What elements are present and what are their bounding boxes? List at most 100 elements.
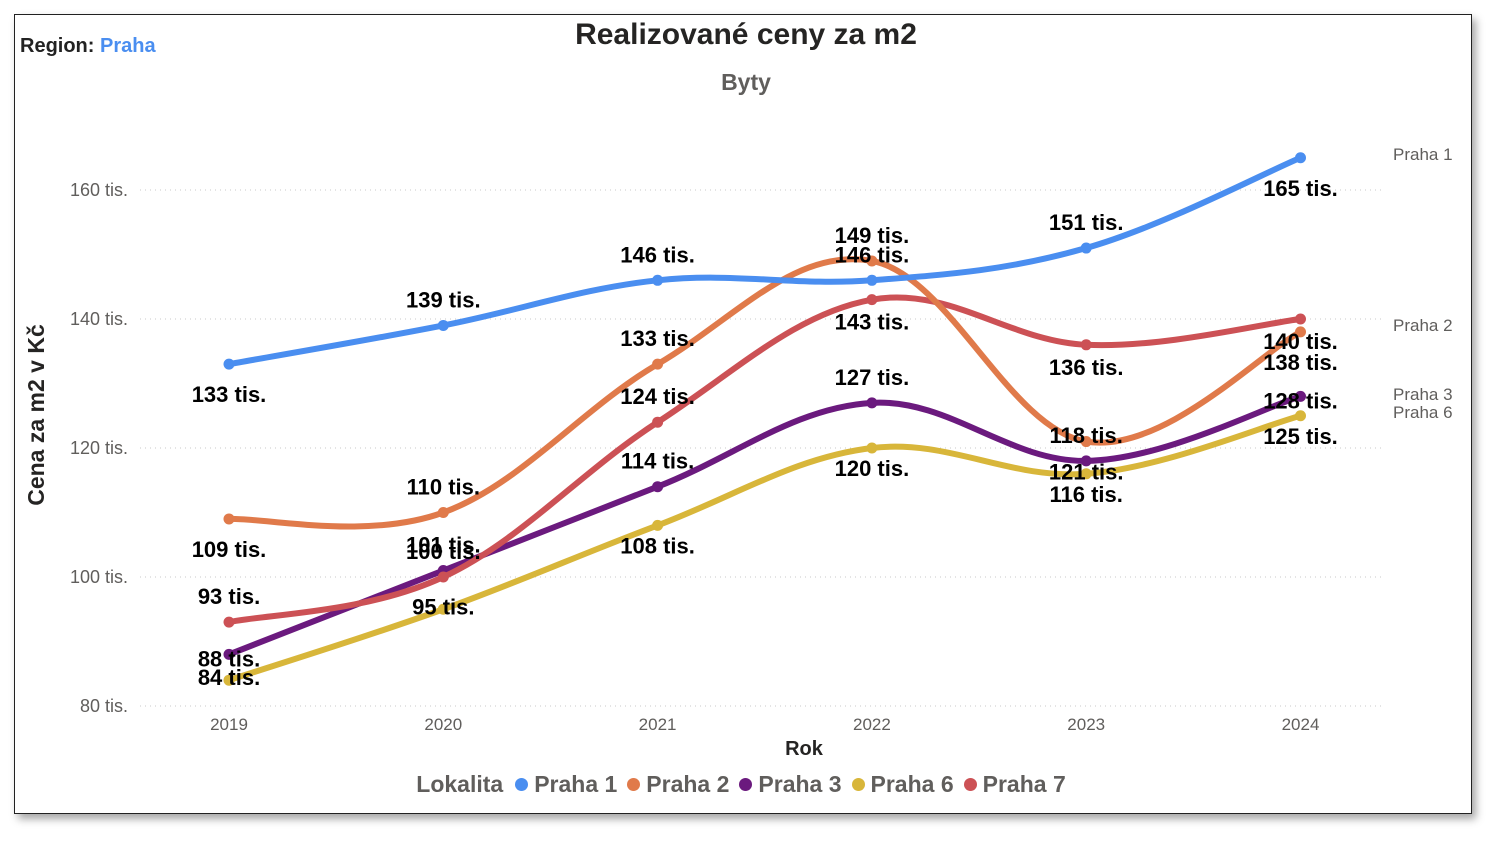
region-value[interactable]: Praha <box>100 35 156 57</box>
region-filter: Region: Praha <box>20 35 156 58</box>
data-label: 108 tis. <box>620 533 695 558</box>
legend-title: Lokalita <box>416 771 504 797</box>
data-point <box>866 294 878 306</box>
series-line-praha-6 <box>226 412 1304 684</box>
data-label: 116 tis. <box>1050 482 1123 507</box>
data-label: 165 tis. <box>1263 176 1338 201</box>
data-point <box>652 274 664 286</box>
data-label: 95 tis. <box>412 594 474 619</box>
data-point <box>1295 390 1306 402</box>
chart-subtitle: Byty <box>721 69 771 95</box>
data-point <box>437 507 449 518</box>
data-label: 109 tis. <box>192 537 267 562</box>
data-point <box>1295 152 1306 164</box>
data-point <box>223 616 235 628</box>
data-point <box>437 319 449 331</box>
data-point <box>652 416 664 428</box>
data-label: 118 tis. <box>1050 423 1123 448</box>
data-point <box>1295 313 1306 325</box>
data-point <box>223 513 235 525</box>
data-label: 133 tis. <box>192 382 267 407</box>
end-label: Praha 1 <box>1393 145 1453 164</box>
legend-label: Praha 7 <box>982 771 1066 797</box>
data-point <box>652 358 664 370</box>
data-label: 138 tis. <box>1263 350 1338 375</box>
data-point <box>1080 242 1092 254</box>
legend-item[interactable]: Praha 6 <box>851 771 954 798</box>
data-label: 149 tis. <box>835 223 910 248</box>
data-point <box>866 255 878 267</box>
data-label: 101 tis. <box>406 533 481 558</box>
chart-frame <box>14 14 1472 814</box>
data-label: 100 tis. <box>406 539 481 564</box>
data-label: 84 tis. <box>198 665 260 690</box>
data-label: 88 tis. <box>198 646 260 671</box>
legend-items: Praha 1 Praha 2 Praha 3 Praha 6 Praha 7 <box>515 771 1076 798</box>
data-point <box>866 442 878 454</box>
data-point <box>223 358 235 370</box>
chart-title: Realizované ceny za m2 <box>575 18 917 51</box>
legend-item[interactable]: Praha 3 <box>739 771 842 798</box>
x-axis-title: Rok <box>785 738 824 760</box>
data-label: 93 tis. <box>198 584 260 609</box>
legend-marker <box>515 778 529 791</box>
region-label: Region: <box>20 35 95 57</box>
data-point <box>437 603 449 615</box>
data-label: 143 tis. <box>835 310 910 335</box>
legend-label: Praha 1 <box>534 771 618 797</box>
data-point <box>1080 468 1092 480</box>
data-point <box>652 519 664 531</box>
x-tick-label: 2022 <box>853 715 891 734</box>
end-label: Praha 6 <box>1393 403 1453 422</box>
data-label: 125 tis. <box>1263 424 1338 449</box>
legend-item[interactable]: Praha 1 <box>515 771 617 798</box>
series-line-praha-7 <box>226 294 1304 626</box>
legend-label: Praha 3 <box>758 771 842 797</box>
data-label: 139 tis. <box>406 287 481 312</box>
data-label: 124 tis. <box>620 384 695 409</box>
series-line-praha-3 <box>226 393 1304 658</box>
data-label: 146 tis. <box>835 242 910 267</box>
data-label: 127 tis. <box>835 365 910 390</box>
data-label: 146 tis. <box>620 242 695 267</box>
x-tick-label: 2023 <box>1067 715 1105 734</box>
data-point <box>223 674 235 686</box>
legend-label: Praha 2 <box>646 771 730 797</box>
data-point <box>1295 410 1306 422</box>
y-tick-label: 120 tis. <box>70 438 128 458</box>
legend-item[interactable]: Praha 7 <box>963 771 1066 798</box>
data-point <box>437 571 449 583</box>
data-label: 121 tis. <box>1049 460 1124 485</box>
data-label: 151 tis. <box>1049 210 1124 235</box>
y-tick-label: 160 tis. <box>70 180 128 200</box>
x-tick-label: 2020 <box>424 715 462 734</box>
data-label: 140 tis. <box>1263 329 1338 354</box>
x-tick-label: 2019 <box>210 715 248 734</box>
data-point <box>1295 326 1306 338</box>
data-point <box>866 274 878 286</box>
data-point <box>866 397 878 409</box>
data-label: 120 tis. <box>835 456 910 481</box>
legend: Lokalita Praha 1 Praha 2 Praha 3 Praha 6 Pra… <box>0 771 1492 798</box>
legend-label: Praha 6 <box>870 771 954 797</box>
series-line-praha-1 <box>226 154 1304 368</box>
data-point <box>1080 455 1092 467</box>
data-label: 136 tis. <box>1049 355 1124 380</box>
data-label: 133 tis. <box>620 326 695 351</box>
y-tick-label: 100 tis. <box>70 567 128 587</box>
data-label: 110 tis. <box>407 475 480 500</box>
end-label: Praha 2 <box>1393 316 1453 335</box>
y-tick-label: 80 tis. <box>80 696 128 716</box>
end-label: Praha 3 <box>1393 385 1453 404</box>
legend-item[interactable]: Praha 2 <box>627 771 729 798</box>
y-tick-label: 140 tis. <box>70 309 128 329</box>
legend-marker <box>851 778 865 791</box>
data-label: 128 tis. <box>1263 388 1338 413</box>
data-point <box>1080 436 1092 448</box>
data-point <box>1080 339 1092 351</box>
legend-marker <box>627 778 641 791</box>
x-tick-label: 2021 <box>639 715 677 734</box>
legend-marker <box>739 778 753 791</box>
y-axis-title: Cena za m2 v Kč <box>23 324 49 506</box>
